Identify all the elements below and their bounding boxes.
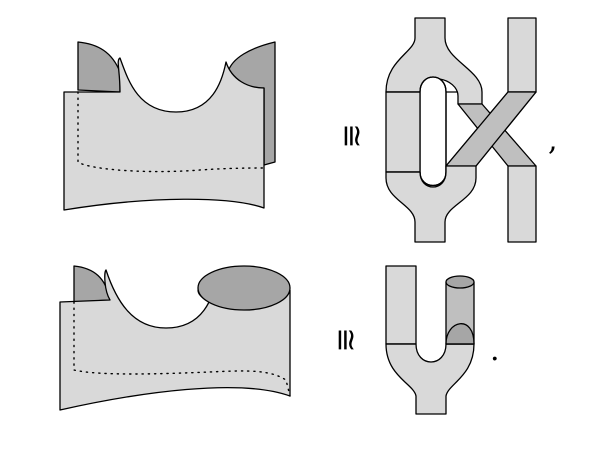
top-comma: , — [548, 123, 558, 158]
top-right-left-column — [385, 91, 421, 173]
top-left-back-flap — [77, 41, 121, 93]
bottom-right-u-base — [385, 343, 475, 415]
top-right-seams — [386, 91, 458, 173]
bottom-period: . — [490, 333, 500, 368]
bottom-left-hidden-contour — [73, 301, 291, 397]
top-left-surface — [63, 41, 276, 211]
bottom-left-cylinder-cap — [197, 265, 291, 311]
top-right-upper-right-column — [507, 17, 537, 93]
bottom-right-cylinder-top — [445, 275, 475, 289]
top-left-front-sheet — [63, 57, 265, 211]
top-right-lower-right-column — [507, 165, 537, 243]
top-right-loop-hole — [419, 76, 447, 187]
bottom-left-surface — [59, 265, 291, 411]
bottom-right-left-column — [385, 265, 417, 345]
bottom-congruence-symbol: ≅ — [328, 327, 363, 352]
top-congruence-symbol: ≅ — [334, 123, 369, 148]
top-right-diagram — [385, 17, 537, 243]
bottom-right-cylinder-cap — [445, 323, 475, 345]
bottom-right-diagram — [385, 265, 475, 415]
top-right-lower-merge — [385, 165, 477, 243]
top-right-upper-left-arm — [385, 17, 483, 105]
top-left-hidden-contour — [77, 91, 265, 173]
